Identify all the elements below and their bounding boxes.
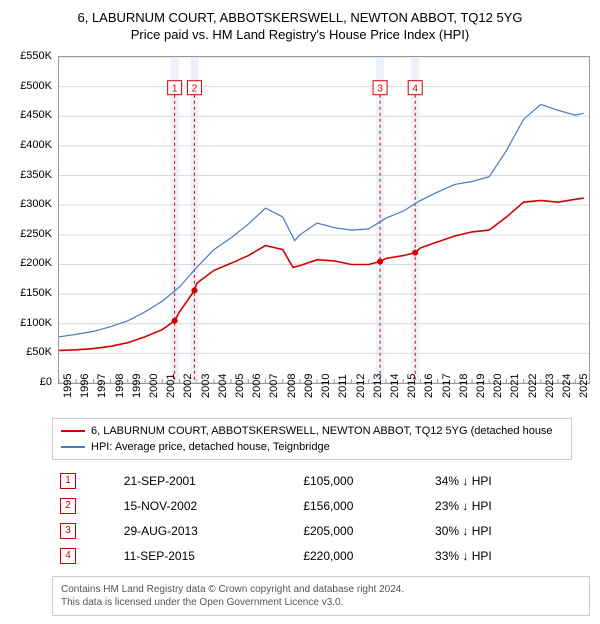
x-tick-label: 2020	[492, 374, 504, 398]
y-tick-label: £450K	[20, 109, 52, 121]
legend-item: 6, LABURNUM COURT, ABBOTSKERSWELL, NEWTO…	[61, 423, 563, 439]
chart-title: 6, LABURNUM COURT, ABBOTSKERSWELL, NEWTO…	[8, 10, 592, 25]
y-tick-label: £50K	[26, 346, 52, 358]
x-tick-label: 2014	[389, 374, 401, 398]
tx-date: 15-NOV-2002	[116, 493, 296, 518]
y-tick-label: £0	[40, 376, 52, 388]
x-tick-label: 2007	[268, 374, 280, 398]
table-row: 329-AUG-2013£205,00030% ↓ HPI	[52, 518, 572, 543]
footer-attribution: Contains HM Land Registry data © Crown c…	[52, 576, 590, 616]
x-tick-label: 2011	[337, 374, 349, 398]
x-tick-label: 1998	[114, 374, 126, 398]
x-tick-label: 1999	[131, 374, 143, 398]
tx-price: £205,000	[295, 518, 427, 543]
x-tick-label: 2023	[544, 374, 556, 398]
tx-price: £156,000	[295, 493, 427, 518]
x-tick-label: 2022	[527, 374, 539, 398]
legend: 6, LABURNUM COURT, ABBOTSKERSWELL, NEWTO…	[52, 418, 572, 460]
y-tick-label: £200K	[20, 257, 52, 269]
table-row: 215-NOV-2002£156,00023% ↓ HPI	[52, 493, 572, 518]
y-tick-label: £550K	[20, 50, 52, 62]
footer-line-1: Contains HM Land Registry data © Crown c…	[61, 583, 581, 596]
y-tick-label: £300K	[20, 198, 52, 210]
y-tick-label: £100K	[20, 317, 52, 329]
x-tick-label: 2008	[286, 374, 298, 398]
x-axis-labels: 1995199619971998199920002001200220032004…	[58, 386, 588, 412]
x-tick-label: 2024	[561, 374, 573, 398]
tx-date: 11-SEP-2015	[116, 543, 296, 568]
x-tick-label: 2013	[372, 374, 384, 398]
x-tick-label: 2021	[509, 374, 521, 398]
svg-text:1: 1	[172, 84, 178, 95]
tx-delta: 23% ↓ HPI	[427, 493, 572, 518]
y-tick-label: £400K	[20, 139, 52, 151]
chart-subtitle: Price paid vs. HM Land Registry's House …	[8, 27, 592, 42]
x-tick-label: 2000	[148, 374, 160, 398]
x-tick-label: 2025	[578, 374, 590, 398]
x-tick-label: 2003	[200, 374, 212, 398]
tx-date: 21-SEP-2001	[116, 468, 296, 493]
tx-price: £220,000	[295, 543, 427, 568]
legend-item: HPI: Average price, detached house, Teig…	[61, 439, 563, 455]
x-tick-label: 1996	[79, 374, 91, 398]
x-tick-label: 2009	[303, 374, 315, 398]
x-tick-label: 2018	[458, 374, 470, 398]
x-tick-label: 2012	[355, 374, 367, 398]
y-tick-label: £350K	[20, 169, 52, 181]
tx-delta: 33% ↓ HPI	[427, 543, 572, 568]
x-tick-label: 2006	[251, 374, 263, 398]
x-tick-label: 1995	[62, 374, 74, 398]
y-tick-label: £150K	[20, 287, 52, 299]
x-tick-label: 2015	[406, 374, 418, 398]
y-tick-label: £250K	[20, 228, 52, 240]
x-tick-label: 2019	[475, 374, 487, 398]
plot-svg: 1 2 3 4	[59, 57, 589, 383]
legend-label: 6, LABURNUM COURT, ABBOTSKERSWELL, NEWTO…	[91, 423, 553, 439]
table-row: 121-SEP-2001£105,00034% ↓ HPI	[52, 468, 572, 493]
footer-line-2: This data is licensed under the Open Gov…	[61, 596, 581, 609]
legend-label: HPI: Average price, detached house, Teig…	[91, 439, 330, 455]
tx-delta: 34% ↓ HPI	[427, 468, 572, 493]
tx-price: £105,000	[295, 468, 427, 493]
x-tick-label: 2001	[165, 374, 177, 398]
plot-area: 1 2 3 4	[58, 56, 590, 384]
svg-text:3: 3	[377, 84, 383, 95]
svg-text:4: 4	[412, 84, 418, 95]
tx-delta: 30% ↓ HPI	[427, 518, 572, 543]
x-tick-label: 2010	[320, 374, 332, 398]
tx-date: 29-AUG-2013	[116, 518, 296, 543]
x-tick-label: 2002	[182, 374, 194, 398]
y-axis-labels: £0£50K£100K£150K£200K£250K£300K£350K£400…	[8, 52, 56, 382]
x-tick-label: 2016	[423, 374, 435, 398]
transactions-table: 121-SEP-2001£105,00034% ↓ HPI215-NOV-200…	[52, 468, 572, 568]
x-tick-label: 2017	[441, 374, 453, 398]
tx-marker: 1	[52, 468, 116, 493]
x-tick-label: 2005	[234, 374, 246, 398]
chart-area: £0 £50K £100K £150K £200K £250K £300K £350K £400…	[8, 52, 592, 412]
x-tick-label: 1997	[96, 374, 108, 398]
y-tick-label: £500K	[20, 80, 52, 92]
x-tick-label: 2004	[217, 374, 229, 398]
svg-text:2: 2	[192, 84, 198, 95]
table-row: 411-SEP-2015£220,00033% ↓ HPI	[52, 543, 572, 568]
legend-swatch	[61, 446, 85, 448]
tx-marker: 3	[52, 518, 116, 543]
tx-marker: 4	[52, 543, 116, 568]
legend-swatch	[61, 430, 85, 432]
tx-marker: 2	[52, 493, 116, 518]
